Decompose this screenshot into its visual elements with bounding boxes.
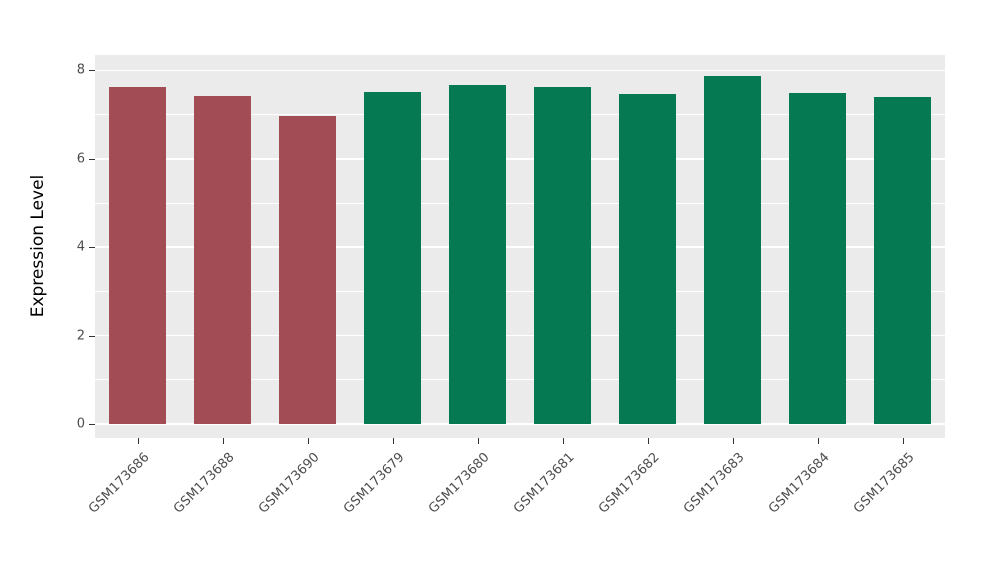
y-tick-label: 2	[76, 328, 85, 343]
y-tick-mark	[89, 70, 95, 72]
x-tick-mark	[477, 438, 479, 444]
major-gridline	[95, 158, 945, 160]
minor-gridline	[95, 379, 945, 381]
x-tick-label: GSM173680	[425, 450, 493, 517]
x-tick-label: GSM173688	[170, 450, 238, 517]
y-tick-label: 6	[76, 151, 85, 167]
bar	[108, 87, 167, 424]
x-tick-label: GSM173682	[595, 450, 663, 517]
y-tick-mark	[89, 335, 95, 337]
bar	[363, 91, 422, 424]
bar	[278, 115, 337, 424]
x-tick-label: GSM173685	[850, 450, 918, 517]
x-tick-label: GSM173684	[765, 450, 833, 517]
x-tick-mark	[222, 438, 224, 444]
x-tick-label: GSM173686	[85, 450, 153, 517]
y-axis-title: Expression Level	[28, 174, 48, 318]
bar	[533, 87, 592, 424]
major-gridline	[95, 69, 945, 72]
major-gridline	[95, 246, 945, 248]
bar	[193, 96, 252, 424]
x-tick-mark	[902, 438, 904, 444]
minor-gridline	[95, 202, 945, 204]
x-tick-mark	[392, 438, 394, 444]
y-tick-mark	[89, 423, 95, 425]
x-tick-mark	[732, 438, 734, 444]
x-tick-mark	[817, 438, 819, 444]
y-tick-label: 0	[76, 416, 85, 432]
major-gridline	[95, 423, 945, 425]
bar	[618, 93, 677, 424]
x-tick-label: GSM173683	[680, 450, 748, 517]
x-tick-mark	[137, 438, 139, 444]
y-tick-label: 8	[76, 62, 85, 78]
x-tick-mark	[307, 438, 309, 444]
x-tick-mark	[647, 438, 649, 444]
x-tick-label: GSM173679	[340, 450, 408, 517]
x-tick-mark	[562, 438, 564, 444]
x-tick-label: GSM173681	[510, 450, 578, 517]
major-gridline	[95, 334, 945, 337]
minor-gridline	[95, 290, 945, 292]
y-tick-mark	[89, 247, 95, 249]
bar	[873, 96, 932, 424]
bar	[788, 93, 847, 424]
minor-gridline	[95, 114, 945, 115]
x-tick-label: GSM173690	[255, 450, 323, 517]
bar	[448, 84, 507, 424]
y-tick-label: 4	[76, 239, 85, 255]
bar	[703, 75, 762, 424]
plot-panel: 0 2 4 6 8 GSM173686 GSM173688 GSM173690 GSM17367…	[77, 55, 945, 517]
y-tick-mark	[89, 158, 95, 160]
